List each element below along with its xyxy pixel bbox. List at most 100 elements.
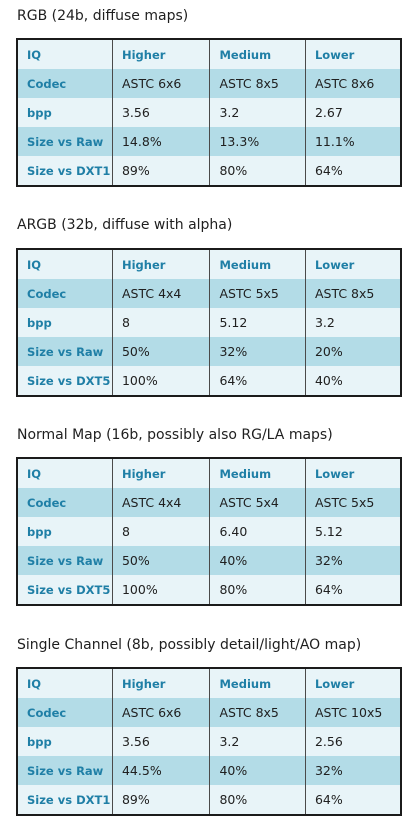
cell-higher: ASTC 6x6 [111, 698, 211, 727]
table-row: Size vs DXT5 100% 64% 40% [16, 366, 402, 396]
cell-medium: 13.3% [209, 127, 306, 156]
cell-medium: 3.2 [209, 727, 306, 756]
table-row: Codec ASTC 6x6 ASTC 8x5 ASTC 10x5 [16, 698, 402, 727]
row-label: Size vs DXT5 [16, 366, 113, 396]
cell-medium: ASTC 8x5 [209, 698, 306, 727]
header-iq: IQ [16, 668, 113, 698]
cell-higher: 89% [111, 785, 211, 815]
cell-higher: ASTC 6x6 [111, 69, 211, 98]
cell-lower: 40% [304, 366, 402, 396]
cell-medium: 40% [209, 546, 306, 575]
table-normal-map: IQ Higher Medium Lower Codec ASTC 4x4 AS… [16, 457, 402, 606]
table-row: Size vs DXT1 89% 80% 64% [16, 156, 402, 186]
header-medium: Medium [209, 458, 306, 488]
header-lower: Lower [304, 249, 402, 279]
row-label: Codec [16, 488, 113, 517]
cell-lower: 3.2 [304, 308, 402, 337]
table-header-row: IQ Higher Medium Lower [16, 39, 402, 69]
table-row: Size vs DXT1 89% 80% 64% [16, 785, 402, 815]
section-title-normal-map: Normal Map (16b, possibly also RG/LA map… [17, 427, 333, 443]
header-medium: Medium [209, 668, 306, 698]
header-lower: Lower [304, 668, 402, 698]
table-row: Codec ASTC 6x6 ASTC 8x5 ASTC 8x6 [16, 69, 402, 98]
cell-higher: ASTC 4x4 [111, 279, 211, 308]
cell-lower: 32% [304, 756, 402, 785]
row-label: Size vs DXT1 [16, 785, 113, 815]
cell-medium: 80% [209, 575, 306, 605]
cell-medium: 32% [209, 337, 306, 366]
table-rgb: IQ Higher Medium Lower Codec ASTC 6x6 AS… [16, 38, 402, 187]
cell-lower: ASTC 10x5 [304, 698, 402, 727]
cell-medium: ASTC 5x5 [209, 279, 306, 308]
header-iq: IQ [16, 458, 113, 488]
header-higher: Higher [111, 39, 211, 69]
row-label: bpp [16, 727, 113, 756]
cell-lower: 32% [304, 546, 402, 575]
cell-higher: 8 [111, 308, 211, 337]
cell-lower: 64% [304, 156, 402, 186]
header-higher: Higher [111, 668, 211, 698]
cell-lower: ASTC 5x5 [304, 488, 402, 517]
table-row: Size vs Raw 50% 32% 20% [16, 337, 402, 366]
cell-lower: 64% [304, 785, 402, 815]
cell-lower: ASTC 8x6 [304, 69, 402, 98]
row-label: Size vs Raw [16, 756, 113, 785]
row-label: bpp [16, 98, 113, 127]
cell-medium: 40% [209, 756, 306, 785]
row-label: Size vs Raw [16, 127, 113, 156]
cell-lower: 5.12 [304, 517, 402, 546]
row-label: Codec [16, 698, 113, 727]
cell-lower: 20% [304, 337, 402, 366]
cell-medium: 5.12 [209, 308, 306, 337]
row-label: bpp [16, 308, 113, 337]
cell-lower: ASTC 8x5 [304, 279, 402, 308]
row-label: Size vs Raw [16, 337, 113, 366]
header-medium: Medium [209, 249, 306, 279]
table-row: Size vs DXT5 100% 80% 64% [16, 575, 402, 605]
header-higher: Higher [111, 458, 211, 488]
cell-higher: 3.56 [111, 98, 211, 127]
table-row: Codec ASTC 4x4 ASTC 5x4 ASTC 5x5 [16, 488, 402, 517]
row-label: Codec [16, 279, 113, 308]
cell-medium: 6.40 [209, 517, 306, 546]
cell-medium: 3.2 [209, 98, 306, 127]
table-row: bpp 8 5.12 3.2 [16, 308, 402, 337]
cell-higher: 89% [111, 156, 211, 186]
table-row: bpp 8 6.40 5.12 [16, 517, 402, 546]
cell-medium: ASTC 8x5 [209, 69, 306, 98]
table-row: Size vs Raw 14.8% 13.3% 11.1% [16, 127, 402, 156]
cell-higher: 100% [111, 366, 211, 396]
table-single-channel: IQ Higher Medium Lower Codec ASTC 6x6 AS… [16, 667, 402, 816]
cell-higher: 3.56 [111, 727, 211, 756]
cell-lower: 2.67 [304, 98, 402, 127]
table-argb: IQ Higher Medium Lower Codec ASTC 4x4 AS… [16, 248, 402, 397]
cell-lower: 2.56 [304, 727, 402, 756]
cell-medium: 64% [209, 366, 306, 396]
cell-lower: 64% [304, 575, 402, 605]
cell-higher: 44.5% [111, 756, 211, 785]
section-title-argb: ARGB (32b, diffuse with alpha) [17, 217, 233, 233]
header-lower: Lower [304, 458, 402, 488]
cell-higher: 8 [111, 517, 211, 546]
cell-higher: 100% [111, 575, 211, 605]
table-row: Size vs Raw 44.5% 40% 32% [16, 756, 402, 785]
table-row: bpp 3.56 3.2 2.67 [16, 98, 402, 127]
table-row: Codec ASTC 4x4 ASTC 5x5 ASTC 8x5 [16, 279, 402, 308]
table-row: bpp 3.56 3.2 2.56 [16, 727, 402, 756]
cell-medium: 80% [209, 156, 306, 186]
cell-higher: 50% [111, 337, 211, 366]
header-iq: IQ [16, 249, 113, 279]
table-header-row: IQ Higher Medium Lower [16, 249, 402, 279]
cell-higher: ASTC 4x4 [111, 488, 211, 517]
header-medium: Medium [209, 39, 306, 69]
cell-higher: 50% [111, 546, 211, 575]
cell-higher: 14.8% [111, 127, 211, 156]
row-label: Size vs DXT1 [16, 156, 113, 186]
cell-medium: 80% [209, 785, 306, 815]
table-header-row: IQ Higher Medium Lower [16, 668, 402, 698]
table-row: Size vs Raw 50% 40% 32% [16, 546, 402, 575]
row-label: bpp [16, 517, 113, 546]
cell-medium: ASTC 5x4 [209, 488, 306, 517]
cell-lower: 11.1% [304, 127, 402, 156]
header-higher: Higher [111, 249, 211, 279]
